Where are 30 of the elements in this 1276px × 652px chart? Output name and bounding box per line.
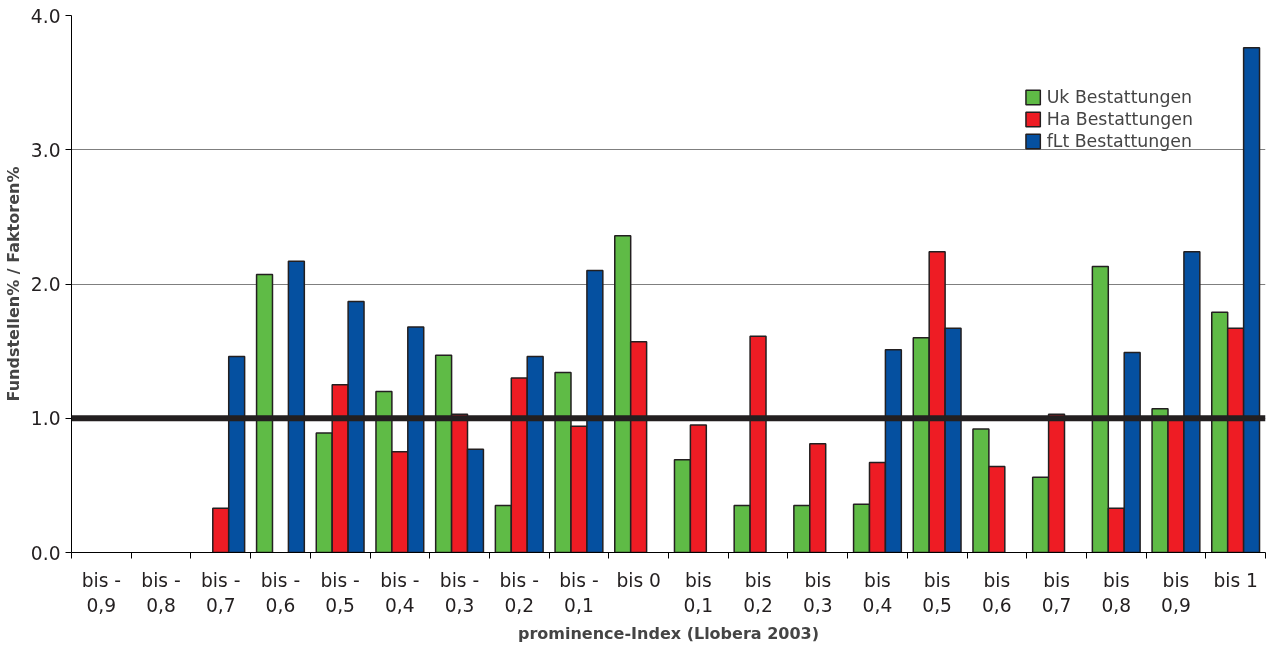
y-tick-label: 1.0 (30, 408, 61, 430)
x-tick-label: bis - 0,5 (320, 569, 360, 616)
y-tick-label: 2.0 (30, 274, 61, 295)
x-tick-label: bis - 0,8 (141, 569, 181, 616)
x-tick-label: bis 0,3 (802, 569, 833, 616)
x-tick-label: bis 0,5 (922, 569, 952, 616)
x-tick-label: bis 0,7 (1041, 569, 1072, 616)
legend-label: Uk Bestattungen (1046, 87, 1193, 107)
x-tick-label: bis 0,8 (1101, 569, 1132, 616)
x-tick-label: bis - 0,7 (201, 569, 241, 616)
x-tick-label: bis - 0,4 (380, 569, 420, 616)
x-tick-label: bis - 0,6 (260, 569, 301, 616)
legend-label: Ha Bestattungen (1046, 109, 1193, 129)
x-tick-label: bis - 0,9 (81, 569, 122, 616)
y-axis-title: Fundstellen% / Faktoren% (3, 166, 23, 402)
x-tick-label: bis - 0,1 (559, 569, 599, 616)
y-tick-label: 0.0 (30, 542, 61, 564)
legend-label: fLt Bestattungen (1046, 131, 1192, 151)
x-tick-label: bis 0 (616, 569, 661, 591)
y-tick-label: 3.0 (30, 139, 61, 161)
x-tick-label: bis 0,2 (743, 569, 773, 616)
x-tick-label: bis - 0,2 (499, 569, 539, 616)
x-tick-label: bis 1 (1213, 569, 1258, 591)
x-tick-label: bis - 0,3 (439, 569, 480, 616)
x-tick-label: bis 0,1 (683, 569, 714, 616)
x-tick-label: bis 0,6 (982, 569, 1012, 616)
y-tick-label: 4.0 (30, 5, 61, 27)
x-tick-label: bis 0,9 (1161, 569, 1191, 616)
x-tick-label: bis 0,4 (862, 569, 893, 616)
x-axis-title: prominence-Index (Llobera 2003) (517, 623, 820, 643)
